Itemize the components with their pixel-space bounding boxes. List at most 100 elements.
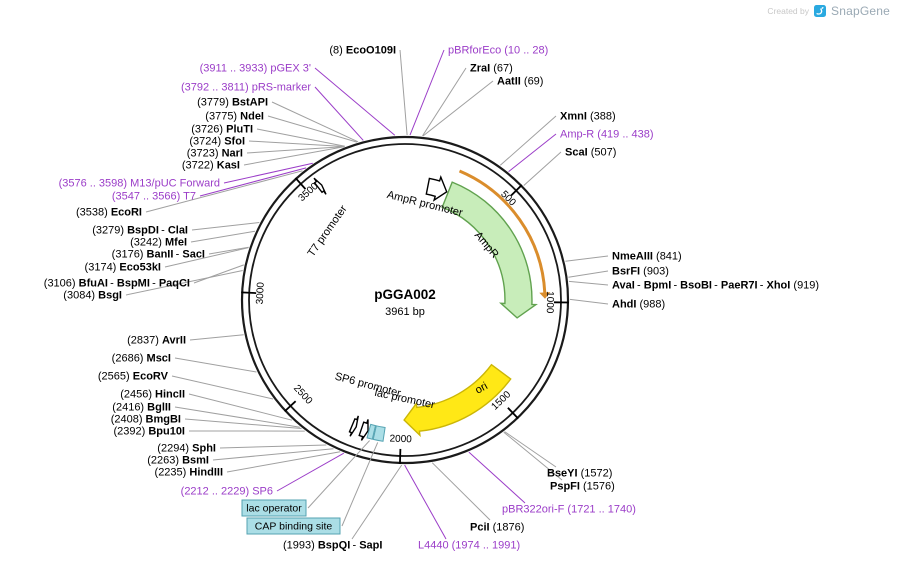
feature-label-sp6_promoter[interactable]: SP6 promoter — [333, 371, 402, 400]
feature-label-ori[interactable]: ori — [473, 380, 490, 396]
site-label-sp6[interactable]: (2212 .. 2229) SP6 — [181, 486, 273, 498]
leader-line-bstapi — [271, 101, 359, 143]
feature-sp6_promoter[interactable] — [348, 415, 359, 437]
leader-line-m13puc — [223, 162, 313, 184]
site-label-bsgi[interactable]: (3084) BsgI — [63, 290, 122, 302]
site-label-bstapi[interactable]: (3779) BstAPI — [197, 97, 268, 109]
leader-line-pspfi — [503, 431, 563, 481]
site-label-pgex3[interactable]: (3911 .. 3933) pGEX 3' — [200, 63, 311, 75]
leader-line-sp6 — [276, 452, 345, 492]
leader-line-bfuai_grp — [193, 264, 244, 284]
site-label-sphi[interactable]: (2294) SphI — [157, 443, 216, 455]
site-label-banii_saci[interactable]: (3176) BanII - SacI — [112, 249, 205, 261]
region-label-lac_operator[interactable]: lac operator — [241, 499, 307, 517]
site-label-bmgbi[interactable]: (2408) BmgBI — [111, 414, 181, 426]
site-label-t7[interactable]: (3547 .. 3566) T7 — [112, 191, 196, 203]
leader-line-prsmarker — [314, 86, 364, 141]
site-label-ndei[interactable]: (3775) NdeI — [205, 111, 264, 123]
tick-mark-3500 — [294, 177, 307, 190]
leader-line-bsgi — [125, 270, 243, 296]
tick-mark-3000 — [241, 291, 257, 294]
leader-line-bsmi — [212, 448, 334, 461]
site-label-pcii[interactable]: PciI (1876) — [470, 522, 524, 534]
region-label-text-cap_site: CAP binding site — [255, 521, 333, 533]
leader-line-banii_saci — [208, 246, 249, 255]
plasmid-title: pGGA002 — [374, 287, 436, 302]
leader-line-pbrforeco — [409, 49, 445, 136]
site-label-nmeaiii[interactable]: NmeAIII (841) — [612, 251, 682, 263]
site-label-pspfi[interactable]: PspFI (1576) — [550, 481, 615, 493]
site-label-ampr_primer[interactable]: Amp-R (419 .. 438) — [560, 129, 654, 141]
site-label-pbr322orif[interactable]: pBR322ori-F (1721 .. 1740) — [502, 504, 636, 516]
leader-line-l4440 — [404, 464, 447, 540]
region-label-cap_site[interactable]: CAP binding site — [246, 517, 341, 535]
site-label-msci[interactable]: (2686) MscI — [112, 353, 171, 365]
feature-t7_promoter[interactable] — [313, 177, 327, 195]
site-label-pbrforeco[interactable]: pBRforEco (10 .. 28) — [448, 45, 548, 57]
leader-line-bspqi_sapi — [351, 464, 403, 540]
watermark-created-by: Created by — [767, 6, 810, 16]
feature-ampr[interactable] — [441, 181, 538, 319]
site-label-avrii[interactable]: (2837) AvrII — [127, 335, 186, 347]
site-label-hincii[interactable]: (2456) HincII — [120, 389, 185, 401]
leader-line-kasi — [243, 146, 344, 166]
feature-ampr_arc[interactable] — [458, 169, 547, 293]
feature-lac_operator_region[interactable] — [366, 423, 377, 440]
leader-line-ecori — [145, 170, 303, 213]
site-label-scai[interactable]: ScaI (507) — [565, 147, 616, 159]
region-label-box-cap_site[interactable] — [246, 517, 341, 535]
leader-line-pgex3 — [314, 67, 396, 136]
site-label-bseyi[interactable]: BseYI (1572) — [547, 468, 612, 480]
site-label-prsmarker[interactable]: (3792 .. 3811) pRS-marker — [181, 82, 311, 94]
site-label-ecori[interactable]: (3538) EcoRI — [76, 207, 142, 219]
snapgene-logo-icon — [814, 5, 827, 17]
feature-ampr_promoter[interactable] — [425, 175, 448, 202]
site-label-l4440[interactable]: L4440 (1974 .. 1991) — [418, 540, 520, 552]
site-label-bsrfi[interactable]: BsrFI (903) — [612, 266, 669, 278]
leader-line-nmeaiii — [565, 255, 609, 262]
site-label-hindiii[interactable]: (2235) HindIII — [155, 467, 223, 479]
site-label-ecorv[interactable]: (2565) EcoRV — [98, 371, 169, 383]
site-label-bfuai_grp[interactable]: (3106) BfuAI - BspMI - PaqCI — [44, 278, 190, 290]
leader-line-avai_grp — [568, 280, 609, 286]
site-label-nari[interactable]: (3723) NarI — [187, 148, 243, 160]
site-label-bsmi[interactable]: (2263) BsmI — [147, 455, 209, 467]
leader-line-bspdi_clai — [191, 222, 260, 231]
leader-line-ampr_primer — [508, 133, 557, 172]
leader-line-lac_operator — [307, 440, 370, 509]
site-label-bspdi_clai[interactable]: (3279) BspDI - ClaI — [92, 225, 188, 237]
site-label-ecoo109i[interactable]: (8) EcoO109I — [329, 45, 396, 57]
site-label-zrai[interactable]: ZraI (67) — [470, 63, 513, 75]
site-label-aatii[interactable]: AatII (69) — [497, 76, 543, 88]
site-label-sfoi[interactable]: (3724) SfoI — [189, 136, 245, 148]
leader-line-bmgbi — [184, 418, 302, 429]
plasmid-inner-ring — [248, 143, 562, 457]
leader-line-ndei — [267, 115, 358, 143]
site-label-xmni[interactable]: XmnI (388) — [560, 111, 616, 123]
region-label-text-lac_operator: lac operator — [246, 503, 302, 515]
tick-label-1000: 1000 — [544, 291, 555, 314]
site-label-bglii[interactable]: (2416) BglII — [112, 402, 171, 414]
tick-label-2000: 2000 — [389, 434, 412, 446]
site-label-eco53ki[interactable]: (3174) Eco53kI — [85, 262, 161, 274]
site-label-m13puc[interactable]: (3576 .. 3598) M13/pUC Forward — [59, 178, 220, 190]
leader-line-pluti — [256, 128, 345, 147]
leader-line-t7 — [199, 167, 307, 197]
feature-ori[interactable] — [403, 363, 512, 438]
site-label-bspqi_sapi[interactable]: (1993) BspQI - SapI — [283, 540, 382, 552]
site-label-pluti[interactable]: (3726) PluTI — [191, 124, 253, 136]
site-label-avai_grp[interactable]: AvaI - BpmI - BsoBI - PaeR7I - XhoI (919… — [612, 280, 819, 292]
site-label-ahdi[interactable]: AhdI (988) — [612, 299, 665, 311]
feature-cap_region[interactable] — [372, 425, 386, 442]
feature-lac_promoter[interactable] — [358, 419, 369, 441]
leader-line-msci — [174, 357, 257, 373]
watermark-brand: SnapGene — [831, 4, 890, 18]
site-label-kasi[interactable]: (3722) KasI — [182, 160, 240, 172]
feature-label-t7_promoter[interactable]: T7 promoter — [305, 203, 349, 259]
region-label-box-lac_operator[interactable] — [241, 499, 307, 517]
site-label-bpu10i[interactable]: (2392) Bpu10I — [113, 426, 185, 438]
leader-line-hindiii — [226, 451, 341, 473]
site-label-mfei[interactable]: (3242) MfeI — [130, 237, 187, 249]
